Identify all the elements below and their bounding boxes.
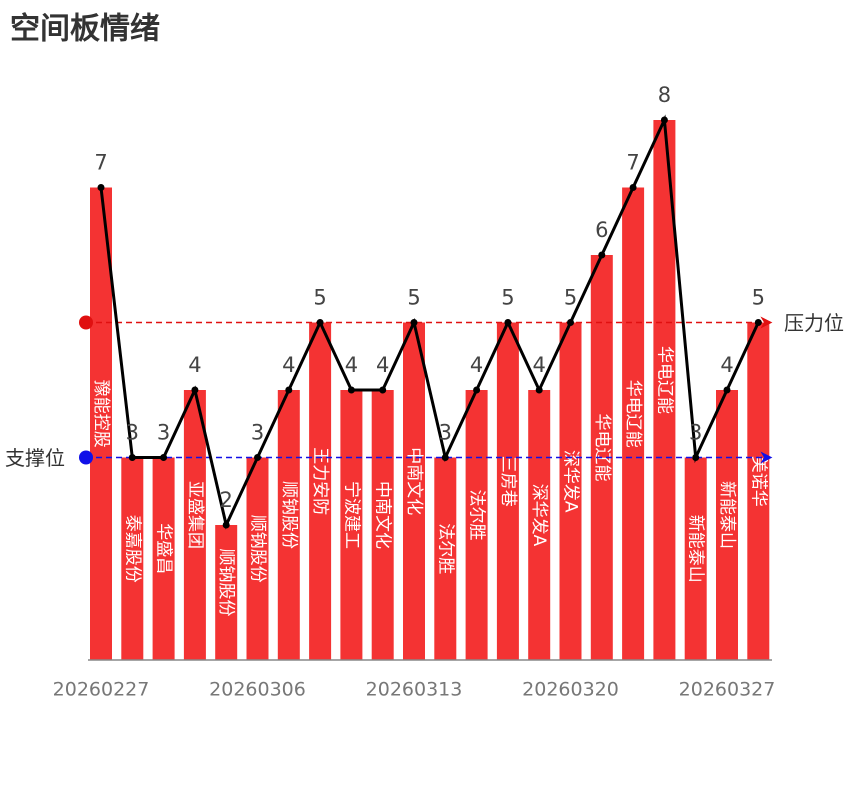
bar [215,525,238,660]
value-label: 3 [126,421,139,445]
line-point [254,454,261,461]
value-label: 4 [533,353,546,377]
value-label: 5 [564,286,577,310]
value-label: 2 [220,488,233,512]
bar [309,322,332,660]
bar [434,457,457,660]
line-point [504,319,512,326]
bar-label: 顺钠股份 [216,549,236,617]
bar-label: 亚盛集团 [185,481,205,549]
bar-label: 宁波建工 [341,481,361,549]
value-label: 4 [470,353,483,377]
x-tick-label: 20260306 [209,679,306,701]
x-tick-label: 20260227 [53,679,150,701]
value-label: 4 [720,353,733,377]
bar-label: 新能泰山 [717,481,737,549]
line-point [723,386,731,394]
bar-label: 华电辽能 [654,346,674,414]
bar [277,390,300,660]
trend-line [99,114,760,530]
value-label: 4 [376,353,389,377]
x-tick-label: 20260313 [366,679,463,701]
bar-label: 王力安防 [310,447,330,515]
line-point [567,319,574,326]
value-label: 8 [658,83,671,107]
line-point [660,116,668,124]
line-point [191,386,199,394]
bar [622,187,645,660]
line-point [629,184,637,191]
bar [684,457,707,660]
x-tick-label: 20260327 [679,679,776,701]
bar [152,457,175,660]
line-point [754,319,762,326]
value-label: 4 [345,353,358,377]
bar-label: 深华发A [561,450,581,513]
value-label: 6 [595,218,608,242]
bar-label: 豫能控股 [91,380,111,448]
value-label: 3 [689,421,702,445]
bar-label: 华盛昌 [154,523,174,574]
value-label: 5 [407,286,420,310]
value-label: 4 [282,353,295,377]
chart-title: 空间板情绪 [10,12,160,47]
bar-label: 顺钠股份 [279,481,299,549]
reference-dot [79,315,93,330]
bar [653,120,676,660]
bar-label: 华电辽能 [592,414,612,482]
line-point [692,454,700,461]
value-label: 3 [439,421,452,445]
line-point [598,251,606,259]
line-point [347,386,355,394]
bar-label: 法尔胜 [435,523,455,574]
bar [747,322,770,660]
x-tick-label: 20260320 [522,679,619,701]
line-point [473,386,481,394]
reference-label: 支撑位 [5,446,65,470]
line-point [128,454,136,461]
bar [403,322,425,660]
line-point [535,386,543,394]
value-label: 7 [94,151,107,175]
bar-label: 深华发A [529,484,549,547]
bar [121,457,144,660]
bar-label: 泰嘉股份 [122,515,142,583]
value-label: 3 [251,421,264,445]
value-label: 5 [313,286,326,310]
line-point [285,386,293,394]
bar [246,457,269,660]
bar-label: 三房巷 [498,456,518,507]
line-point [410,319,418,326]
line-point [97,184,105,191]
value-label: 4 [188,353,201,377]
value-label: 5 [501,286,514,310]
bar [496,322,519,660]
bar-label: 中南文化 [373,481,393,549]
value-label: 3 [157,421,170,445]
bar-label: 法尔胜 [467,490,487,541]
value-label: 5 [752,286,765,310]
line-point [222,521,230,529]
reference-dot [79,450,93,465]
bar [528,390,551,660]
line-point [379,386,387,394]
bar-label: 华电辽能 [623,380,643,448]
line-point [316,319,324,326]
bar-label: 美诺华 [748,456,768,507]
line-point [160,454,168,461]
bar [90,187,112,660]
bar-label: 中南文化 [404,447,424,515]
value-label: 7 [626,151,639,175]
reference-label: 压力位 [784,311,844,335]
line-point [441,454,449,461]
bar-label: 顺钠股份 [248,515,268,583]
bar-label: 新能泰山 [686,515,706,583]
bar [559,322,582,660]
